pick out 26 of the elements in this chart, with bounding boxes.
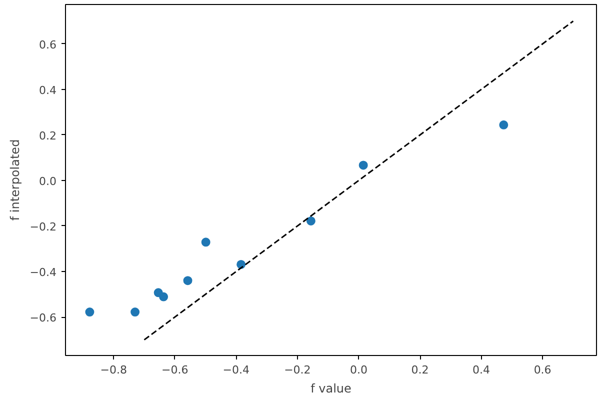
point <box>85 308 94 317</box>
x-tick-label: −0.4 <box>222 364 250 376</box>
y-tick-label: 0.0 <box>39 174 57 188</box>
point <box>499 120 508 130</box>
y-tick-label: −0.6 <box>30 312 57 325</box>
y-tick-label: 0.2 <box>39 129 57 142</box>
y-tick-label: 0.4 <box>39 84 57 97</box>
x-tick-label: 0.0 <box>350 364 368 376</box>
point <box>201 238 210 247</box>
y-tick-label: −0.2 <box>30 220 57 234</box>
x-tick-label: 0.4 <box>472 364 490 376</box>
x-tick-label: −0.8 <box>100 364 127 376</box>
x-axis-title: f value <box>310 382 352 396</box>
x-tick-label: −0.6 <box>162 364 188 376</box>
y-tick-label: 0.6 <box>39 38 57 52</box>
point <box>358 160 368 170</box>
point <box>236 260 246 269</box>
x-tick-label: −0.2 <box>284 364 311 376</box>
point <box>306 216 316 226</box>
point <box>183 276 192 286</box>
point <box>159 292 168 302</box>
x-tick-label: 0.2 <box>411 364 429 376</box>
y-axis-title: f interpolated <box>8 139 22 221</box>
x-tick-label: 0.6 <box>534 364 552 376</box>
point <box>130 308 140 317</box>
y-tick-label: −0.4 <box>30 266 57 280</box>
